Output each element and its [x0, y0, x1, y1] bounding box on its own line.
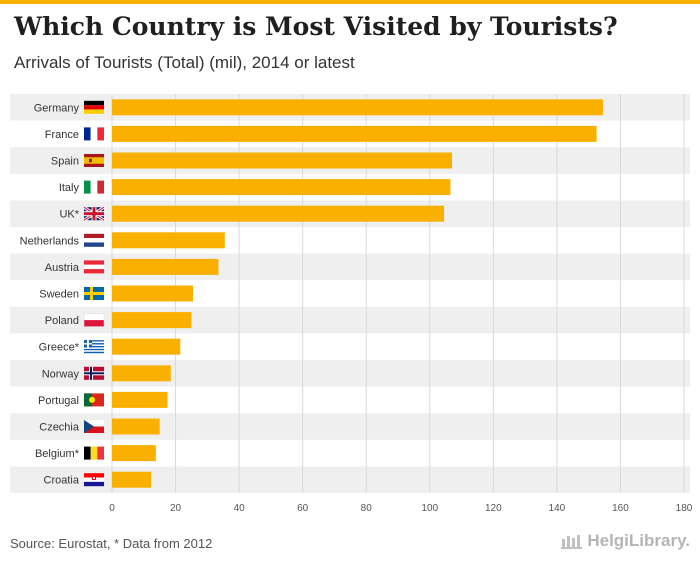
x-tick-label: 80	[361, 503, 373, 514]
croatia-flag-icon	[84, 473, 104, 487]
italy-flag-icon	[84, 180, 104, 194]
category-label: Norway	[42, 368, 80, 380]
bar	[112, 232, 225, 249]
category-label: Croatia	[44, 475, 80, 487]
norway-flag-icon	[84, 366, 104, 380]
bar	[112, 312, 192, 329]
x-tick-label: 120	[485, 503, 502, 514]
portugal-flag-icon	[84, 393, 104, 407]
x-tick-label: 60	[297, 503, 309, 514]
page-title: Which Country is Most Visited by Tourist…	[14, 12, 618, 41]
czechia-flag-icon	[84, 420, 104, 433]
sweden-flag-icon	[84, 287, 104, 300]
top-accent-bar	[0, 0, 700, 4]
category-label: Spain	[51, 156, 79, 168]
bar	[112, 125, 597, 142]
bar	[112, 418, 160, 435]
bar	[112, 338, 181, 355]
x-tick-label: 0	[109, 503, 115, 514]
category-label: France	[45, 129, 79, 141]
category-label: Germany	[34, 102, 80, 114]
bar	[112, 445, 156, 462]
spain-flag-icon	[84, 154, 104, 167]
bar	[112, 99, 603, 116]
poland-flag-icon	[83, 313, 105, 327]
bar	[112, 471, 152, 488]
france-flag-icon	[84, 127, 104, 141]
category-label: UK*	[59, 209, 79, 221]
x-tick-label: 160	[612, 503, 629, 514]
x-tick-label: 40	[234, 503, 246, 514]
category-label: Sweden	[39, 289, 79, 301]
netherlands-flag-icon	[84, 233, 104, 247]
bar	[112, 179, 451, 196]
belgium-flag-icon	[84, 446, 104, 460]
x-tick-label: 100	[421, 503, 438, 514]
bar	[112, 258, 219, 275]
bar-chart: Germany France Spain Italy UK* Netherlands Aus…	[10, 94, 693, 514]
bar	[112, 205, 445, 222]
bar	[112, 152, 453, 169]
category-label: Italy	[59, 182, 80, 194]
austria-flag-icon	[84, 260, 104, 274]
source-note: Source: Eurostat, * Data from 2012	[10, 536, 213, 551]
x-tick-label: 180	[676, 503, 693, 514]
bar	[112, 365, 171, 382]
category-label: Austria	[45, 262, 80, 274]
category-label: Portugal	[38, 395, 79, 407]
logo-text: HelgiLibrary.	[587, 531, 690, 550]
category-label: Greece*	[39, 342, 80, 354]
uk-flag-icon	[83, 205, 105, 222]
bar	[112, 391, 168, 408]
category-label: Poland	[45, 315, 79, 327]
library-icon	[561, 535, 583, 549]
bar	[112, 285, 194, 302]
page-subtitle: Arrivals of Tourists (Total) (mil), 2014…	[14, 53, 355, 72]
germany-flag-icon	[84, 100, 104, 114]
category-label: Belgium*	[35, 448, 80, 460]
category-label: Netherlands	[20, 235, 80, 247]
greece-flag-icon	[84, 340, 104, 354]
x-tick-label: 20	[170, 503, 182, 514]
helgilibrary-logo[interactable]: HelgiLibrary.	[561, 531, 690, 551]
x-tick-label: 140	[549, 503, 566, 514]
category-label: Czechia	[39, 422, 80, 434]
